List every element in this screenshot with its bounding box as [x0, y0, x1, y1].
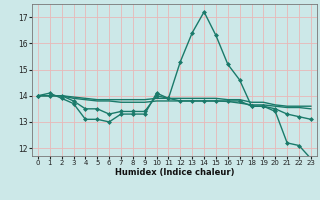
X-axis label: Humidex (Indice chaleur): Humidex (Indice chaleur) [115, 168, 234, 177]
